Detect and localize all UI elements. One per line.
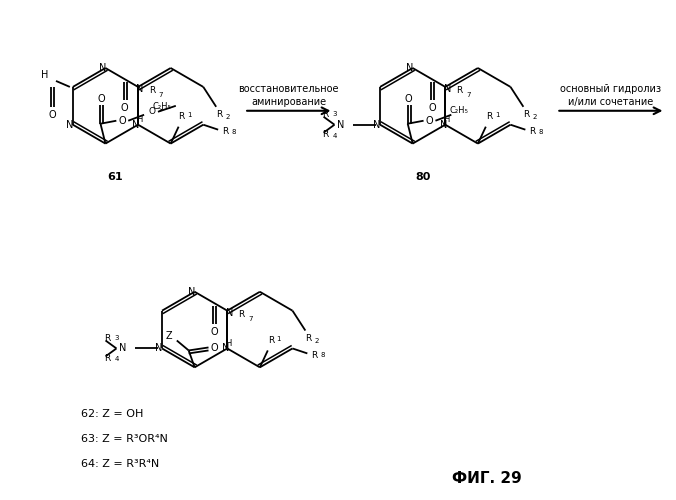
Text: C₂H₅: C₂H₅ [450, 106, 468, 116]
Text: 62: Z = OH: 62: Z = OH [80, 409, 143, 419]
Text: R: R [456, 86, 462, 96]
Text: R: R [268, 336, 274, 345]
Text: 7: 7 [248, 316, 253, 322]
Text: 2: 2 [532, 114, 537, 120]
Text: O: O [210, 327, 218, 337]
Text: C₂H₅: C₂H₅ [153, 102, 172, 112]
Text: 8: 8 [320, 352, 324, 358]
Text: N: N [119, 344, 126, 353]
Text: R: R [485, 112, 492, 121]
Text: N: N [439, 120, 447, 130]
Text: R: R [104, 334, 111, 343]
Text: 8: 8 [538, 128, 543, 134]
Text: O: O [405, 94, 412, 104]
Text: R: R [305, 334, 312, 343]
Text: 2: 2 [225, 114, 229, 120]
Text: R: R [216, 110, 222, 120]
Text: N: N [155, 344, 163, 353]
Text: 4: 4 [333, 132, 337, 138]
Text: 1: 1 [187, 112, 192, 118]
Text: N: N [337, 120, 344, 130]
Text: O: O [97, 94, 105, 104]
Text: N: N [373, 120, 381, 130]
Text: 80: 80 [415, 172, 430, 182]
Text: N: N [132, 120, 140, 130]
Text: R: R [322, 130, 329, 139]
Text: восстановительное: восстановительное [239, 84, 339, 94]
Text: 4: 4 [114, 356, 119, 362]
Text: N: N [406, 63, 414, 73]
Text: N: N [66, 120, 74, 130]
Text: N: N [443, 84, 451, 94]
Text: H: H [225, 339, 231, 348]
Text: N: N [99, 63, 106, 73]
Text: H: H [136, 115, 142, 124]
Text: R: R [222, 127, 228, 136]
Text: O: O [149, 108, 155, 116]
Text: Z: Z [166, 330, 172, 340]
Text: R: R [311, 351, 318, 360]
Text: O: O [48, 110, 56, 120]
Text: H: H [443, 115, 450, 124]
Text: 8: 8 [231, 128, 235, 134]
Text: 61: 61 [107, 172, 123, 182]
Text: 1: 1 [276, 336, 281, 342]
Text: основный гидролиз: основный гидролиз [560, 84, 661, 94]
Text: O: O [426, 116, 433, 126]
Text: R: R [523, 110, 529, 120]
Text: N: N [188, 287, 195, 297]
Text: O: O [428, 104, 436, 114]
Text: 63: Z = R³OR⁴N: 63: Z = R³OR⁴N [80, 434, 168, 444]
Text: 64: Z = R³R⁴N: 64: Z = R³R⁴N [80, 459, 159, 469]
Text: R: R [178, 112, 185, 121]
Text: O: O [121, 104, 128, 114]
Text: N: N [226, 308, 233, 318]
Text: и/или сочетание: и/или сочетание [569, 97, 654, 107]
Text: аминирование: аминирование [251, 97, 327, 107]
Text: 2: 2 [314, 338, 318, 344]
Text: 7: 7 [159, 92, 164, 98]
Text: R: R [104, 354, 111, 363]
Text: 3: 3 [333, 111, 337, 117]
Text: N: N [137, 84, 144, 94]
Text: O: O [118, 116, 126, 126]
Text: O: O [211, 344, 218, 353]
Text: 7: 7 [466, 92, 470, 98]
Text: R: R [149, 86, 155, 96]
Text: 3: 3 [114, 334, 119, 340]
Text: R: R [529, 127, 535, 136]
Text: R: R [322, 110, 329, 120]
Text: H: H [41, 70, 49, 80]
Text: R: R [238, 310, 244, 319]
Text: N: N [222, 344, 229, 353]
Text: 1: 1 [495, 112, 500, 118]
Text: ФИГ. 29: ФИГ. 29 [452, 471, 522, 486]
